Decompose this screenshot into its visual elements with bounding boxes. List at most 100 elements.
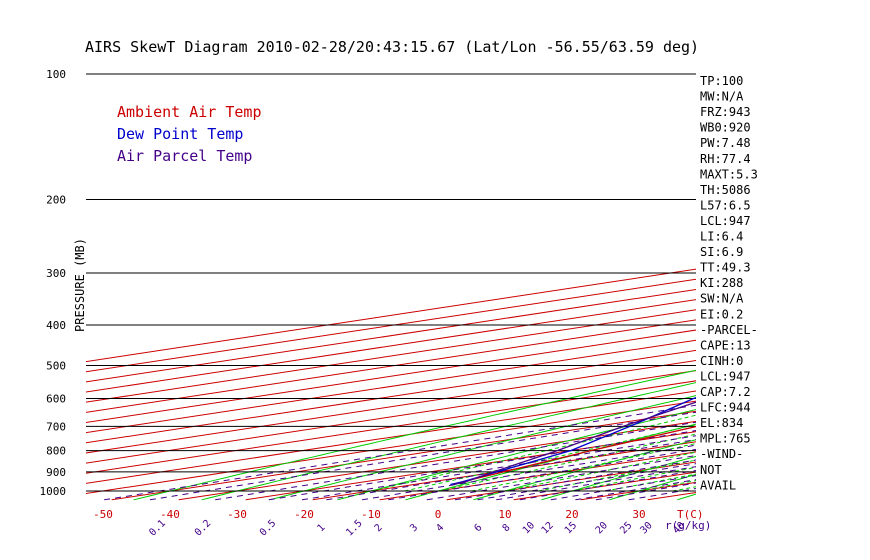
index-label: -PARCEL- xyxy=(700,323,758,337)
mixing-ratio-line xyxy=(426,455,696,501)
chart-title: AIRS SkewT Diagram 2010-02-28/20:43:15.6… xyxy=(85,38,699,56)
mixing-ratio-line xyxy=(149,411,696,501)
legend-entry: Ambient Air Temp xyxy=(117,103,262,121)
isotherm-line xyxy=(86,390,696,484)
mixing-unit-label: r(g/kg) xyxy=(665,519,711,532)
bottom-temp-tick-label: -50 xyxy=(93,508,113,521)
pressure-tick-label: 800 xyxy=(46,445,66,458)
temp-unit-label: T(C) xyxy=(677,508,704,521)
mixing-ratio-line xyxy=(477,463,696,501)
mixing-ratio-tick-label: 15 xyxy=(563,520,579,536)
profile-line xyxy=(450,396,696,486)
dry-adiabat-line xyxy=(541,455,696,501)
index-label: RH:77.4 xyxy=(700,152,751,166)
mixing-ratio-tick-label: 0.2 xyxy=(193,518,214,539)
pressure-tick-label: 200 xyxy=(46,194,66,207)
index-label: AVAIL xyxy=(700,478,736,492)
index-label: SI:6.9 xyxy=(700,245,743,259)
dry-adiabat-line xyxy=(813,55,870,500)
isotherm-line xyxy=(86,339,696,434)
isotherm-line xyxy=(86,360,696,454)
mixing-ratio-tick-label: 30 xyxy=(639,520,655,536)
moist-adiabat-lines xyxy=(370,414,696,492)
isotherm-line xyxy=(86,380,696,474)
mixing-ratio-tick-label: 12 xyxy=(540,520,556,536)
dry-adiabat-line xyxy=(473,439,696,501)
mixing-ratio-tick-label: 25 xyxy=(618,520,634,536)
legend-entry: Dew Point Temp xyxy=(117,125,243,143)
profile-line xyxy=(453,425,696,486)
index-label: TT:49.3 xyxy=(700,261,751,275)
mixing-ratio-line xyxy=(388,448,696,501)
index-label: LFC:944 xyxy=(700,401,751,415)
mixing-ratio-line xyxy=(496,466,696,501)
index-label: -WIND- xyxy=(700,447,743,461)
index-label: CINH:0 xyxy=(700,354,743,368)
isotherm-lines xyxy=(86,268,696,501)
mixing-ratio-tick-label: 0.1 xyxy=(147,518,168,539)
dry-adiabat-line xyxy=(337,408,696,501)
y-axis-label: PRESSURE (MB) xyxy=(73,238,87,332)
bottom-temp-tick-label: 20 xyxy=(565,508,578,521)
index-label: CAP:7.2 xyxy=(700,385,751,399)
bottom-temp-tick-label: 10 xyxy=(498,508,511,521)
bottom-temp-tick-label: 0 xyxy=(435,508,442,521)
mixing-ratio-line xyxy=(104,404,696,501)
isotherm-line xyxy=(86,349,696,444)
isotherm-line xyxy=(245,431,696,501)
pressure-tick-label: 700 xyxy=(46,420,66,433)
pressure-tick-label: 900 xyxy=(46,466,66,479)
dry-adiabat-line xyxy=(201,382,696,501)
mixing-ratio-tick-label: 0.5 xyxy=(258,518,279,539)
index-label: CAPE:13 xyxy=(700,338,751,352)
index-label: LCL:947 xyxy=(700,369,751,383)
index-label: WB0:920 xyxy=(700,121,751,135)
pressure-tick-label: 300 xyxy=(46,267,66,280)
mixing-ratio-tick-label: 6 xyxy=(473,522,485,534)
mixing-ratio-line xyxy=(362,444,696,501)
pressure-tick-label: 500 xyxy=(46,359,66,372)
isotherm-line xyxy=(647,491,696,501)
moist-adiabat-line xyxy=(437,433,696,492)
moist-adiabat-line xyxy=(370,414,696,492)
pressure-tick-label: 100 xyxy=(46,68,66,81)
bottom-temp-tick-label: -20 xyxy=(294,508,314,521)
dry-adiabat-line xyxy=(745,55,870,500)
bottom-temp-tick-label: 30 xyxy=(632,508,645,521)
profile-line xyxy=(453,401,696,486)
mixing-ratio-tick-label: 8 xyxy=(501,522,513,534)
isotherm-line xyxy=(312,441,696,501)
mixing-ratio-line xyxy=(454,459,696,501)
index-label: MW:N/A xyxy=(700,90,744,104)
mixing-ratio-lines xyxy=(104,404,696,501)
bottom-temp-tick-label: -40 xyxy=(160,508,180,521)
dry-adiabat-line xyxy=(405,423,696,501)
index-label: KI:288 xyxy=(700,276,743,290)
pressure-tick-label: 400 xyxy=(46,319,66,332)
dry-adiabat-lines xyxy=(133,55,870,501)
index-label: TH:5086 xyxy=(700,183,751,197)
index-label: MPL:765 xyxy=(700,432,751,446)
mixing-ratio-tick-label: 3 xyxy=(408,522,420,534)
isobar-lines xyxy=(86,73,696,492)
bottom-temp-tick-label: -10 xyxy=(361,508,381,521)
mixing-ratio-tick-label: 1.5 xyxy=(344,518,365,539)
index-label: LI:6.4 xyxy=(700,230,743,244)
mixing-ratio-tick-labels: 0.1 0.2 0.5 1 1.5 2 3 4 6 8 10 12 15 20 25 30 40 xyxy=(147,518,687,539)
index-label: LCL:947 xyxy=(700,214,751,228)
index-label: EL:834 xyxy=(700,416,743,430)
index-label: PW:7.48 xyxy=(700,136,751,150)
isotherm-line xyxy=(178,420,696,501)
isotherm-line xyxy=(86,268,696,363)
index-label: TP:100 xyxy=(700,74,743,88)
bottom-temp-tick-labels: -50 -40 -30 -20 -10 0 10 20 30 xyxy=(93,508,646,521)
index-label: L57:6.5 xyxy=(700,198,751,212)
index-label: MAXT:5.3 xyxy=(700,167,758,181)
pressure-tick-label: 1000 xyxy=(40,485,67,498)
index-label: SW:N/A xyxy=(700,292,744,306)
mixing-ratio-tick-label: 2 xyxy=(373,522,385,534)
index-label: FRZ:943 xyxy=(700,105,751,119)
mixing-ratio-line xyxy=(215,421,696,501)
